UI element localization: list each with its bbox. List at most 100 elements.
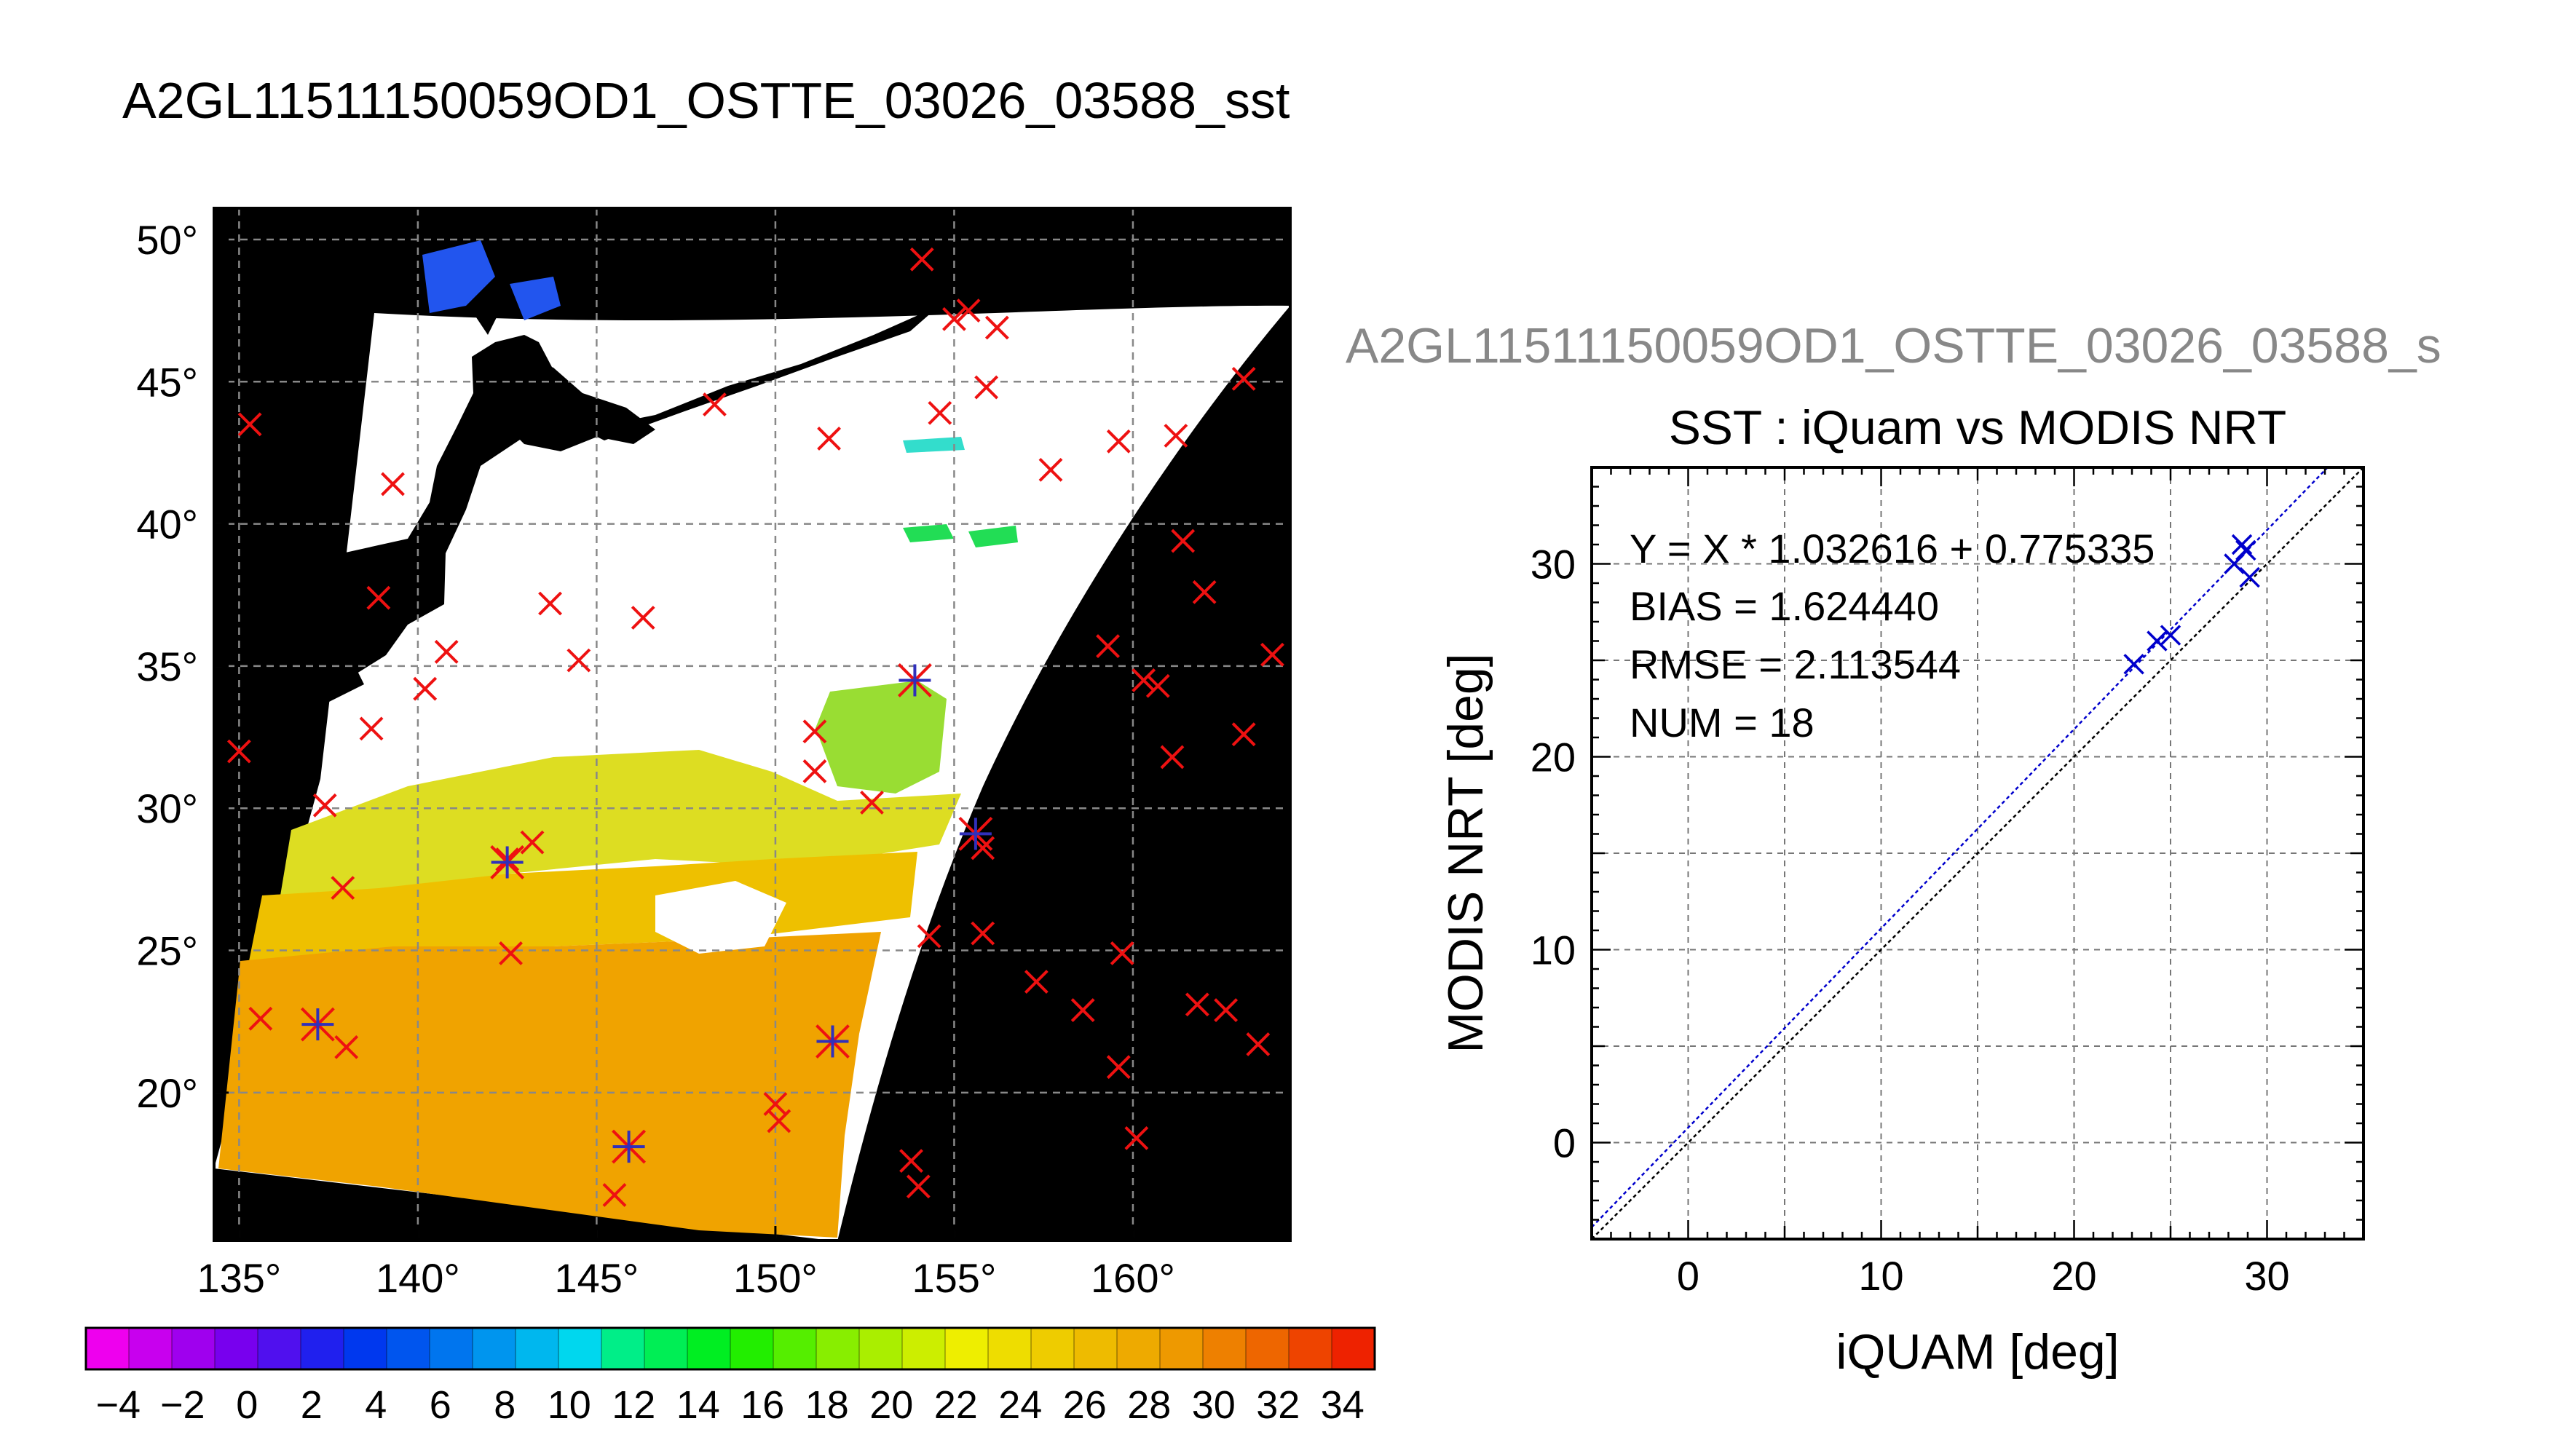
match-marker: [1171, 529, 1196, 553]
colorbar-bin: [473, 1328, 516, 1369]
match-marker: [899, 1149, 923, 1174]
colorbar-tick-label: 24: [998, 1383, 1042, 1427]
map-lon-tick-label: 140°: [376, 1255, 460, 1301]
scatter-point: [2224, 553, 2245, 574]
scatter-x-tick-label: 20: [2051, 1253, 2096, 1299]
colorbar: −4 −2 0 2 4 6 8 10 12 14 16 18 20 22 24 26 28 30 32 34: [84, 1326, 1376, 1427]
map-lat-tick-label: 30°: [136, 786, 198, 831]
match-marker: [434, 639, 459, 664]
scatter-x-tick-label: 0: [1677, 1253, 1699, 1299]
colorbar-bin: [1203, 1328, 1247, 1369]
colorbar-tick-label: 16: [741, 1383, 784, 1427]
match-marker: [974, 375, 999, 400]
colorbar-bin: [1160, 1328, 1204, 1369]
scatter-x-tick-label: 30: [2244, 1253, 2289, 1299]
colorbar-tick-label: 20: [869, 1383, 913, 1427]
colorbar-bin: [129, 1328, 173, 1369]
scatter-header: A2GL11511150059OD1_OSTTE_03026_03588_s: [1346, 318, 2441, 373]
match-marker: [1160, 745, 1185, 769]
match-marker: [1024, 970, 1049, 994]
scatter-title: SST : iQuam vs MODIS NRT: [1669, 400, 2286, 454]
colorbar-frame: [84, 1326, 1376, 1371]
match-marker: [860, 791, 884, 815]
colorbar-bin: [601, 1328, 645, 1369]
sst-patch-north-blue: [422, 240, 495, 313]
match-marker: [566, 648, 591, 673]
match-marker: [942, 306, 966, 331]
scatter-x-axis-label: iQUAM [deg]: [1836, 1324, 2119, 1380]
map-land-kamchatka: [539, 208, 619, 255]
colorbar-tick-label: 26: [1063, 1383, 1107, 1427]
match-marker: [1096, 634, 1120, 658]
map-lon-tick-label: 155°: [912, 1255, 997, 1301]
stats-fit-equation: Y = X * 1.032616 + 0.775335: [1630, 526, 2155, 571]
colorbar-bin: [816, 1328, 860, 1369]
match-marker: [1185, 992, 1209, 1017]
colorbar-tick-label: 32: [1256, 1383, 1300, 1427]
colorbar-bin: [687, 1328, 731, 1369]
collocated-marker: [612, 1129, 647, 1164]
match-marker: [1246, 1032, 1271, 1056]
match-marker: [331, 876, 355, 901]
colorbar-tick-label: 4: [365, 1383, 387, 1427]
map-ticks: 135° 140° 145° 150° 155° 160° 50° 45° 40° 35° 30° 2…: [136, 217, 1175, 1301]
colorbar-tick-label: 22: [934, 1383, 978, 1427]
match-marker: [971, 921, 995, 946]
match-marker: [767, 1109, 791, 1133]
colorbar-bin: [430, 1328, 473, 1369]
colorbar-bin: [1289, 1328, 1332, 1369]
colorbar-bin: [387, 1328, 430, 1369]
colorbar-tick-label: 12: [612, 1383, 655, 1427]
match-marker: [1260, 642, 1284, 667]
colorbar-tick-label: 18: [805, 1383, 849, 1427]
colorbar-bin: [1246, 1328, 1290, 1369]
scatter-point: [2231, 534, 2253, 555]
scatter-gridlines: [1592, 467, 2364, 1239]
colorbar-bin: [172, 1328, 216, 1369]
match-marker: [1110, 941, 1134, 965]
match-marker: [1192, 579, 1217, 604]
colorbar-tick-label: −4: [95, 1383, 141, 1427]
match-marker: [1214, 998, 1239, 1023]
colorbar-tick-label: 6: [430, 1383, 451, 1427]
collocated-marker: [898, 663, 932, 697]
match-marker: [381, 472, 405, 496]
colorbar-tick-label: 8: [494, 1383, 516, 1427]
match-marker: [802, 719, 827, 744]
match-marker: [1070, 998, 1095, 1023]
colorbar-tick-label: 14: [676, 1383, 720, 1427]
scatter-y-tick-label: 10: [1531, 927, 1576, 973]
scatter-y-tick-label: 30: [1531, 542, 1576, 587]
match-marker: [520, 830, 545, 855]
map-lat-tick-label: 20°: [136, 1070, 198, 1116]
scatter-stats: Y = X * 1.032616 + 0.775335 BIAS = 1.624…: [1630, 526, 2155, 745]
match-marker: [703, 392, 727, 416]
scatter-point: [2239, 566, 2260, 588]
match-marker: [1145, 673, 1170, 698]
stats-bias: BIAS = 1.624440: [1630, 583, 1939, 629]
scatter-point: [2235, 539, 2256, 561]
match-marker: [1124, 1125, 1149, 1150]
map-lat-tick-label: 35°: [136, 644, 198, 689]
map-panel: 135° 140° 145° 150° 155° 160° 50° 45° 40° 35° 30° 2…: [136, 207, 1292, 1301]
match-marker: [248, 1006, 273, 1031]
sst-patch-green-1: [903, 524, 954, 542]
colorbar-bin: [859, 1328, 903, 1369]
scatter-y-axis-label: MODIS NRT [deg]: [1438, 653, 1493, 1053]
scatter-point: [2123, 654, 2144, 675]
colorbar-bin: [344, 1328, 387, 1369]
match-marker: [909, 247, 934, 272]
colorbar-tick-label: 0: [236, 1383, 258, 1427]
colorbar-labels: −4 −2 0 2 4 6 8 10 12 14 16 18 20 22 24 26 28 30 32 34: [95, 1383, 1364, 1427]
colorbar-tick-label: 30: [1192, 1383, 1236, 1427]
stats-rmse: RMSE = 2.113544: [1630, 641, 1961, 687]
colorbar-bins: [86, 1328, 1375, 1369]
map-lat-tick-label: 50°: [136, 217, 198, 263]
colorbar-tick-label: 10: [548, 1383, 591, 1427]
sst-patch-cloud-white: [655, 881, 786, 954]
colorbar-bin: [644, 1328, 688, 1369]
match-marker: [906, 1174, 931, 1199]
match-marker: [334, 1034, 359, 1059]
map-lon-tick-label: 160°: [1091, 1255, 1175, 1301]
